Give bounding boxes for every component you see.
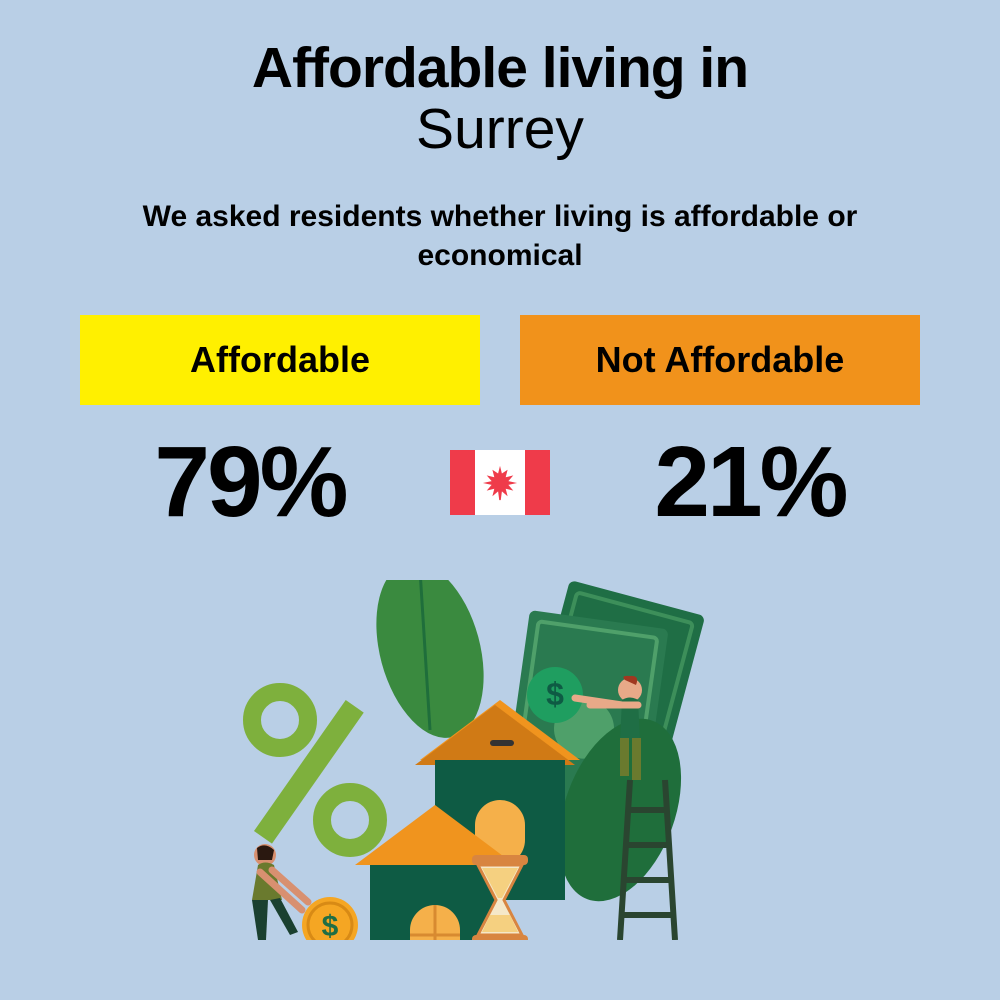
labels-row: Affordable Not Affordable — [0, 315, 1000, 405]
maple-leaf-icon — [481, 464, 519, 502]
percent-sign-icon — [252, 692, 378, 848]
flag-center-band — [475, 450, 525, 515]
svg-text:$: $ — [322, 910, 339, 940]
title-line2: Surrey — [416, 96, 584, 162]
subtitle: We asked residents whether living is aff… — [120, 197, 880, 275]
person-coin-icon: $ — [252, 844, 358, 940]
label-affordable: Affordable — [80, 315, 480, 405]
values-row: 79% 21% — [0, 425, 1000, 540]
infographic-container: Affordable living in Surrey We asked res… — [0, 0, 1000, 1000]
label-not-affordable: Not Affordable — [520, 315, 920, 405]
canada-flag-icon — [450, 450, 550, 515]
svg-text:$: $ — [546, 676, 564, 712]
finance-illustration: $ — [200, 580, 800, 940]
value-affordable: 79% — [80, 425, 420, 540]
title-line1: Affordable living in — [252, 35, 748, 101]
flag-right-band — [525, 450, 550, 515]
value-not-affordable: 21% — [580, 425, 920, 540]
flag-left-band — [450, 450, 475, 515]
